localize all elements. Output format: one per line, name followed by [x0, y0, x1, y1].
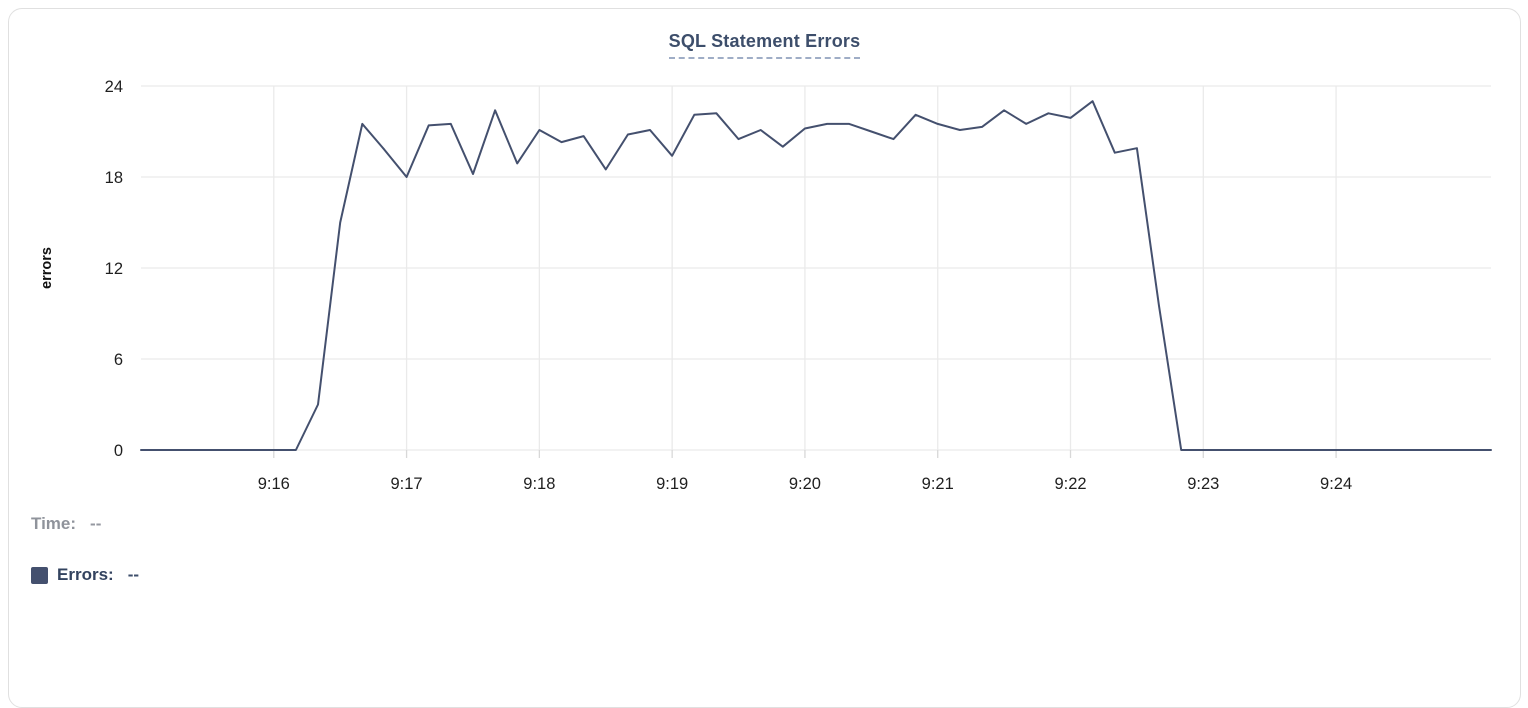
errors-legend-swatch: [31, 566, 48, 584]
x-tick-label: 9:18: [523, 475, 555, 493]
x-tick-label: 9:23: [1187, 475, 1219, 493]
y-tick-label: 6: [114, 351, 123, 369]
y-axis-title: errors: [39, 247, 55, 289]
x-tick-label: 9:21: [922, 475, 954, 493]
errors-legend-row[interactable]: Errors: --: [31, 565, 139, 585]
chart-header: SQL Statement Errors: [9, 31, 1520, 59]
errors-readout-value: --: [127, 565, 140, 584]
time-readout-label: Time:: [31, 514, 77, 533]
x-tick-label: 9:17: [391, 475, 423, 493]
x-tick-label: 9:20: [789, 475, 821, 493]
errors-readout-label: Errors:: [57, 565, 114, 584]
errors-line-chart[interactable]: 0 6 12 18 24 9:16 9:17 9:18 9:19 9:20 9:21 9:22 9:23…: [9, 9, 1521, 509]
errors-series-line: [140, 100, 1492, 451]
y-tick-label: 18: [105, 169, 123, 187]
time-readout-value: --: [90, 514, 102, 533]
x-tick-label: 9:16: [258, 475, 290, 493]
y-tick-label: 12: [105, 260, 123, 278]
x-tick-label: 9:24: [1320, 475, 1352, 493]
x-tick-label: 9:19: [656, 475, 688, 493]
x-tick-label: 9:22: [1054, 475, 1086, 493]
chart-card: SQL Statement Errors 0 6 12 18 24 9:16 9:17 9:1…: [8, 8, 1521, 708]
y-tick-label: 0: [114, 442, 123, 460]
time-readout-row: Time: --: [31, 514, 101, 534]
chart-title[interactable]: SQL Statement Errors: [668, 31, 861, 59]
y-tick-label: 24: [105, 78, 123, 96]
